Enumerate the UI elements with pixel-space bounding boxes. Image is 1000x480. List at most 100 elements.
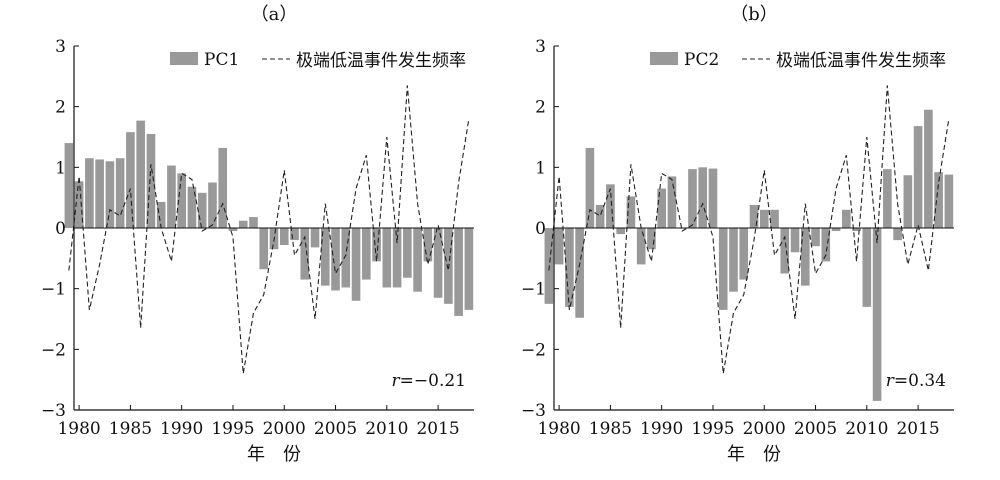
bar-2008 (362, 228, 371, 280)
legend: PC2 极端低温事件发生频率 (650, 50, 946, 71)
bar-2011 (872, 228, 882, 401)
panel-title: （b） (730, 4, 778, 25)
x-tick-label: 2010 (365, 419, 408, 439)
frequency-line (68, 85, 470, 374)
bar-1997 (729, 228, 738, 292)
correlation-annotation: r=−0.21 (392, 371, 466, 391)
bar-2009 (372, 228, 381, 262)
bar-1981 (565, 228, 574, 307)
bar-1986 (136, 120, 145, 228)
bar-2007 (351, 228, 361, 301)
bar-1996 (718, 228, 728, 310)
correlation-value: =−0.21 (400, 371, 466, 391)
y-tick-label: 0 (535, 219, 546, 239)
legend: PC1 极端低温事件发生频率 (170, 50, 466, 71)
bar-2000 (279, 228, 289, 245)
bar-1986 (616, 228, 625, 235)
bar-1995 (228, 228, 238, 232)
panel-b: −3 −2 −1 0 1 2 3 1980 1985 1990 1995 2000 2005 2010 20… (521, 4, 954, 465)
bar-1988 (636, 228, 646, 265)
x-tick-label: 2010 (845, 419, 888, 439)
legend-line-label: 极端低温事件发生频率 (296, 51, 466, 71)
bar-1998 (259, 228, 269, 270)
bar-1997 (249, 217, 258, 228)
bar-1992 (197, 192, 207, 228)
bar-2014 (423, 228, 433, 262)
x-tick-label: 1980 (57, 419, 100, 439)
bar-1980 (554, 228, 564, 265)
bar-1987 (146, 133, 156, 228)
bar-2017 (454, 228, 463, 316)
x-tick-label: 1995 (691, 419, 734, 439)
bar-1984 (595, 204, 605, 228)
bar-2006 (341, 228, 351, 288)
bar-1991 (667, 176, 677, 228)
bar-2010 (382, 228, 392, 288)
bar-1983 (585, 147, 595, 228)
bar-2018 (464, 228, 474, 310)
bar-1979 (64, 143, 74, 228)
y-tick-label: 3 (55, 37, 66, 57)
bar-1985 (606, 184, 615, 228)
bar-2015 (913, 126, 923, 228)
bar-2018 (944, 174, 954, 228)
frequency-line (548, 85, 950, 374)
bar-1982 (95, 159, 104, 228)
bar-2003 (310, 228, 320, 248)
panel-a: −3 −2 −1 0 1 2 3 1980 1985 1990 1995 2000 2005 2010 20… (41, 4, 474, 465)
bar-1989 (167, 165, 176, 228)
y-tick-label: 1 (535, 158, 546, 178)
bar-2013 (413, 228, 422, 292)
bar-2001 (770, 209, 779, 228)
x-tick-label: 2005 (794, 419, 837, 439)
bar-1988 (156, 201, 166, 228)
bar-2015 (433, 228, 443, 298)
x-tick-label: 1995 (211, 419, 254, 439)
bar-2017 (934, 172, 943, 228)
bar-1993 (688, 169, 697, 228)
y-tick-label: 1 (55, 158, 66, 178)
bar-2002 (300, 228, 310, 280)
x-axis-label: 年 份 (727, 444, 781, 465)
legend-bar-label: PC1 (204, 50, 239, 70)
bar-1982 (575, 228, 584, 318)
legend-line-label: 极端低温事件发生频率 (776, 51, 946, 71)
x-axis-label: 年 份 (247, 444, 301, 465)
y-tick-label: −1 (41, 280, 66, 300)
legend-bar-swatch (650, 52, 678, 65)
x-tick-label: 2000 (263, 419, 306, 439)
bar-2007 (831, 228, 841, 232)
bar-2010 (862, 228, 872, 307)
bar-1980 (74, 181, 84, 228)
bar-2005 (331, 228, 340, 291)
y-tick-label: 0 (55, 219, 66, 239)
bar-2009 (852, 228, 861, 232)
bar-2014 (903, 175, 913, 228)
x-tick-label: 1990 (160, 419, 203, 439)
bar-2012 (883, 169, 892, 228)
legend-bar-label: PC2 (684, 50, 719, 70)
bar-2004 (320, 228, 330, 286)
y-tick-label: 3 (535, 37, 546, 57)
bar-2011 (392, 228, 402, 288)
x-tick-label: 2000 (743, 419, 786, 439)
bar-2002 (780, 228, 790, 274)
correlation-symbol: r (392, 371, 401, 391)
bar-1998 (739, 228, 749, 280)
x-tick-label: 1990 (640, 419, 683, 439)
y-tick-label: −2 (41, 340, 66, 360)
x-tick-label: 2015 (416, 419, 459, 439)
x-tick-label: 2015 (896, 419, 939, 439)
bar-1993 (208, 182, 217, 228)
bar-2001 (290, 228, 299, 241)
correlation-value: =0.34 (894, 371, 946, 391)
bar-1996 (238, 220, 248, 228)
bar-2005 (811, 228, 820, 247)
legend-bar-swatch (170, 52, 198, 65)
bar-1990 (177, 173, 186, 228)
bar-2000 (759, 209, 769, 228)
x-tick-label: 1985 (109, 419, 152, 439)
y-tick-label: −2 (521, 340, 546, 360)
bar-2008 (842, 209, 851, 228)
